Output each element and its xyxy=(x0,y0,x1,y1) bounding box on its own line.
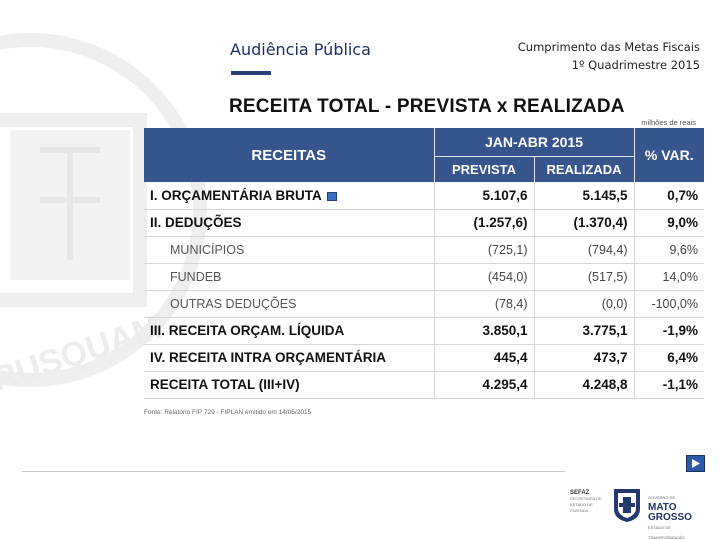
header-right: Cumprimento das Metas Fiscais 1º Quadrim… xyxy=(518,38,700,74)
link-arrow-icon[interactable] xyxy=(326,191,337,201)
row-label: III. RECEITA ORÇAM. LÍQUIDA xyxy=(144,317,435,345)
mt-sublabel: ESTADO DE TRANSFORMAÇÃO xyxy=(648,525,685,540)
cell-prevista: 5.107,6 xyxy=(434,182,535,210)
cell-var: -1,9% xyxy=(634,317,704,345)
row-label: II. DEDUÇÕES xyxy=(144,209,435,237)
cell-prevista: 445,4 xyxy=(434,344,535,372)
col-header-var: % VAR. xyxy=(644,147,694,163)
table-row: MUNICÍPIOS (725,1) (794,4) 9,6% xyxy=(144,236,704,264)
cell-var: 6,4% xyxy=(634,344,704,372)
row-label: IV. RECEITA INTRA ORÇAMENTÁRIA xyxy=(144,344,435,372)
cell-realizada: (517,5) xyxy=(534,263,635,291)
table-row: II. DEDUÇÕES (1.257,6) (1.370,4) 9,0% xyxy=(144,209,704,237)
next-slide-button[interactable] xyxy=(686,455,705,472)
cell-prevista: (78,4) xyxy=(434,290,535,318)
source-footnote: Fonte: Relatório FIP 729 - FIPLAN emitid… xyxy=(144,409,312,416)
cell-var: -1,1% xyxy=(634,371,704,399)
table-row-total: RECEITA TOTAL (III+IV) 4.295,4 4.248,8 -… xyxy=(144,371,704,399)
cell-realizada: 5.145,5 xyxy=(534,182,635,210)
footer-divider xyxy=(22,471,565,472)
col-header-realizada: REALIZADA xyxy=(534,156,635,182)
sefaz-sublabel: SECRETARIA DE ESTADO DE FAZENDA xyxy=(570,496,602,513)
table-row: III. RECEITA ORÇAM. LÍQUIDA 3.850,1 3.77… xyxy=(144,317,704,345)
cell-realizada: 3.775,1 xyxy=(534,317,635,345)
cell-realizada: 4.248,8 xyxy=(534,371,635,399)
table-header-row: RECEITAS JAN-ABR 2015 % VAR. xyxy=(144,128,704,182)
mato-grosso-logo: GOVERNO DE MATO GROSSO ESTADO DE TRANSFO… xyxy=(648,493,708,540)
cell-var: 9,0% xyxy=(634,209,704,237)
col-header-receitas: RECEITAS xyxy=(144,128,435,182)
mt-label: MATO GROSSO xyxy=(648,502,692,523)
header-subtitle-line1: Cumprimento das Metas Fiscais xyxy=(517,40,700,54)
table-row: FUNDEB (454,0) (517,5) 14,0% xyxy=(144,263,704,291)
cell-realizada: (794,4) xyxy=(534,236,635,264)
cell-prevista: (725,1) xyxy=(434,236,535,264)
cell-prevista: 3.850,1 xyxy=(434,317,535,345)
header-subtitle-line2: 1º Quadrimestre 2015 xyxy=(571,58,700,72)
play-arrow-icon xyxy=(692,459,700,468)
footer-logos: SEFAZ SECRETARIA DE ESTADO DE FAZENDA GO… xyxy=(568,487,708,540)
state-crest-icon xyxy=(614,489,640,522)
revenue-table-panel: RECEITA TOTAL - PREVISTA x REALIZADA mil… xyxy=(144,88,704,418)
cell-var: 9,6% xyxy=(634,236,704,264)
col-header-prevista: PREVISTA xyxy=(434,156,535,182)
cell-var: 14,0% xyxy=(634,263,704,291)
row-label: FUNDEB xyxy=(144,263,435,291)
table-title: RECEITA TOTAL - PREVISTA x REALIZADA xyxy=(229,96,625,117)
table-row: OUTRAS DEDUÇÕES (78,4) (0,0) -100,0% xyxy=(144,290,704,318)
row-label: RECEITA TOTAL (III+IV) xyxy=(144,371,435,399)
cell-prevista: (454,0) xyxy=(434,263,535,291)
sefaz-logo: SEFAZ SECRETARIA DE ESTADO DE FAZENDA xyxy=(570,490,604,514)
revenue-table: RECEITAS JAN-ABR 2015 % VAR. PREVISTA RE… xyxy=(144,128,704,399)
sefaz-label: SEFAZ xyxy=(570,490,590,496)
title-underline xyxy=(231,71,271,75)
col-header-period: JAN-ABR 2015 xyxy=(434,128,635,157)
cell-var: -100,0% xyxy=(634,290,704,318)
cell-prevista: (1.257,6) xyxy=(434,209,535,237)
row-label: MUNICÍPIOS xyxy=(144,236,435,264)
table-row: IV. RECEITA INTRA ORÇAMENTÁRIA 445,4 473… xyxy=(144,344,704,372)
cell-realizada: (0,0) xyxy=(534,290,635,318)
cell-realizada: 473,7 xyxy=(534,344,635,372)
table-row: I. ORÇAMENTÁRIA BRUTA 5.107,6 5.145,5 0,… xyxy=(144,182,704,210)
cell-prevista: 4.295,4 xyxy=(434,371,535,399)
watermark-text: RUSQUAM xyxy=(0,308,166,398)
row-label: I. ORÇAMENTÁRIA BRUTA xyxy=(150,187,322,203)
mt-prefix: GOVERNO DE xyxy=(648,495,676,500)
cell-var: 0,7% xyxy=(634,182,704,210)
page-title: Audiência Pública xyxy=(230,40,371,59)
cell-realizada: (1.370,4) xyxy=(534,209,635,237)
units-label: milhões de reais xyxy=(641,118,696,127)
header-left: Audiência Pública xyxy=(230,40,371,59)
row-label: OUTRAS DEDUÇÕES xyxy=(144,290,435,318)
